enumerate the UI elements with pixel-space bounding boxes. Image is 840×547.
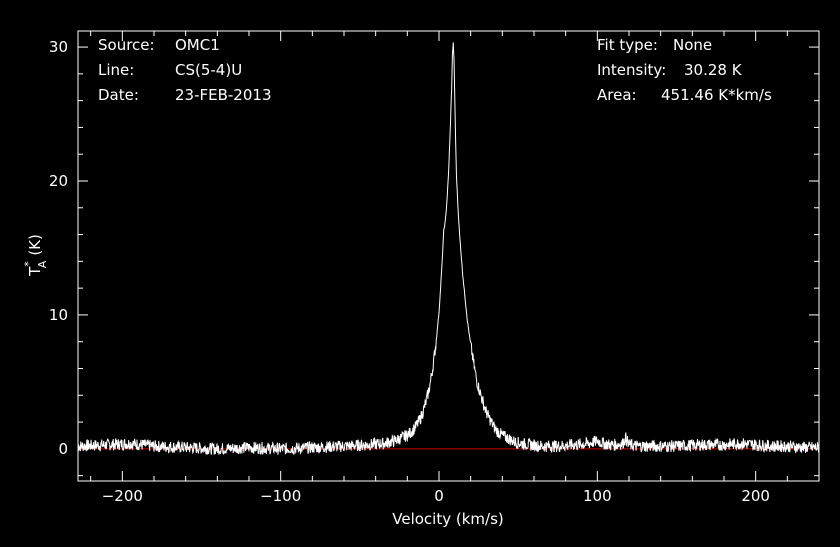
y-axis-label: T*A (K): [22, 234, 49, 277]
y-axis-label-sup: *: [22, 261, 35, 267]
source-value: OMC1: [175, 36, 220, 54]
line-value: CS(5-4)U: [175, 61, 242, 79]
y-axis-label-sub: A: [36, 260, 49, 268]
x-tick-label: 0: [434, 487, 444, 505]
fit-type-label: Fit type:: [597, 36, 658, 54]
line-label: Line:: [98, 61, 134, 79]
tick-labels: −200 −100 0 100 200 0 10 20 30: [49, 38, 770, 505]
source-label: Source:: [98, 36, 155, 54]
plot-frame: [77, 30, 820, 482]
intensity-label: Intensity:: [597, 61, 666, 79]
y-tick-label: 20: [49, 172, 68, 190]
x-tick-label: 100: [583, 487, 612, 505]
y-tick-label: 10: [49, 306, 68, 324]
x-axis-label: Velocity (km/s): [392, 510, 503, 528]
date-label: Date:: [98, 86, 139, 104]
area-label: Area:: [597, 86, 637, 104]
spectrum-trace: [77, 42, 820, 456]
y-tick-label: 30: [49, 38, 68, 56]
area-value: 451.46 K*km/s: [661, 86, 772, 104]
date-value: 23-FEB-2013: [175, 86, 271, 104]
y-axis-label-unit: (K): [26, 234, 44, 256]
axis-ticks: [78, 31, 820, 481]
svg-text:T*A(K): T*A (K): [22, 234, 49, 277]
y-tick-label: 0: [58, 440, 68, 458]
fit-type-value: None: [673, 36, 712, 54]
y-axis-label-main: T: [26, 266, 44, 277]
x-tick-label: 200: [741, 487, 770, 505]
x-tick-label: −200: [102, 487, 143, 505]
intensity-value: 30.28 K: [684, 61, 743, 79]
x-tick-label: −100: [260, 487, 301, 505]
